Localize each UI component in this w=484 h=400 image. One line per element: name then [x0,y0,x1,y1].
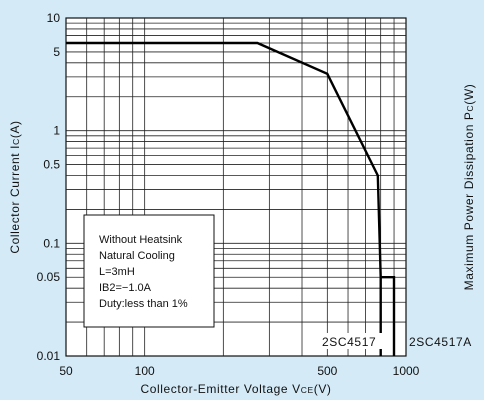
y-tick-label: 1 [53,124,60,138]
y-tick-label: 5 [53,45,60,59]
y2-axis-label: Maximum Power Dissipation PC(W) [462,84,476,291]
condition-line-3: L=3mH [99,266,135,278]
x-tick-label: 1000 [393,364,420,378]
condition-line-1: Without Heatsink [99,234,183,246]
y-tick-label: 0.5 [43,158,60,172]
x-tick-label: 100 [135,364,155,378]
series-line-2sc4517 [66,41,382,356]
condition-line-2: Natural Cooling [99,250,175,262]
y-axis-label: Collector Current IC(A) [8,120,22,253]
curves [66,41,396,356]
series-line-2sc4517a [380,276,396,356]
condition-line-4: IB2=−1.0A [99,282,152,294]
series-label-2sc4517: 2SC4517 [322,335,376,349]
series-label-2sc4517a: 2SC4517A [409,335,472,349]
tick-labels: 50 100 500 1000 0.01 0.05 0.1 0.5 1 5 10 [37,11,420,378]
y-tick-label: 0.01 [37,349,61,363]
x-tick-label: 50 [59,364,73,378]
conditions-box: Without Heatsink Natural Cooling L=3mH I… [83,214,215,328]
y-tick-label: 0.1 [43,236,60,250]
y-tick-label: 10 [47,11,61,25]
x-tick-label: 500 [317,364,337,378]
condition-line-5: Duty:less than 1% [99,298,188,310]
y-tick-label: 0.05 [37,270,61,284]
x-axis-label: Collector-Emitter Voltage VCE(V) [140,382,331,396]
